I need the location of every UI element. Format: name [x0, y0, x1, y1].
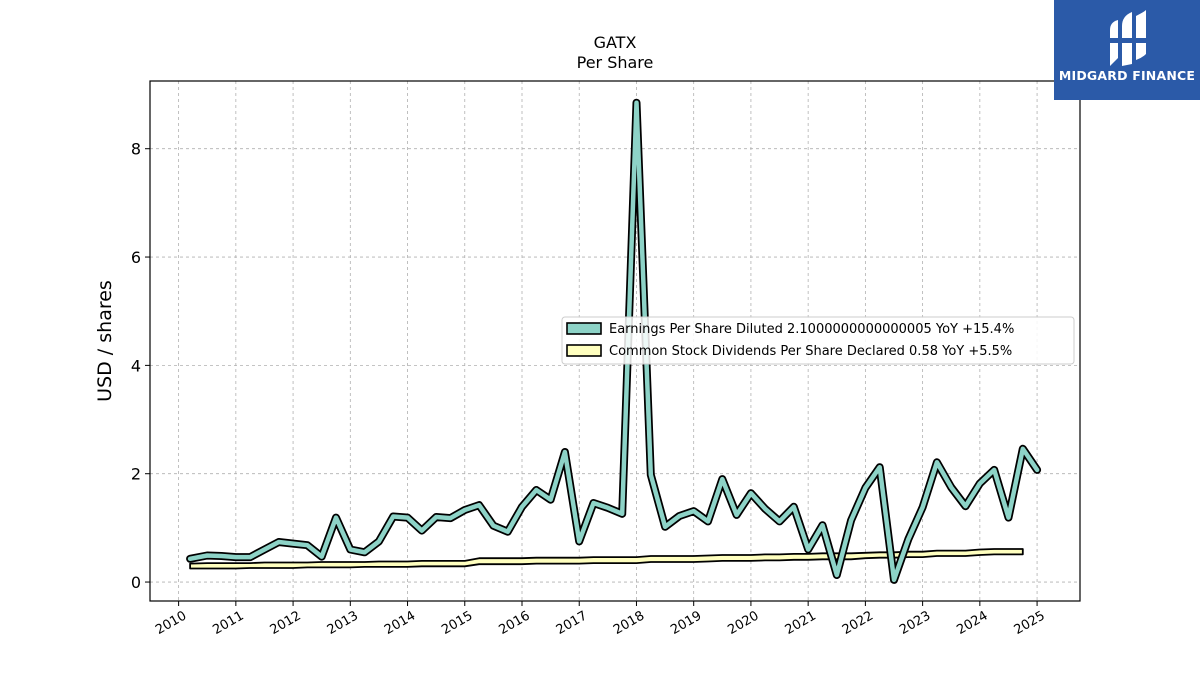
x-tick-label: 2014	[382, 608, 418, 638]
x-axis: 2010 2011 2012 2013 2014 2015 2016 2017 2018 2019…	[153, 601, 1048, 638]
midgard-finance-logo: MIDGARD FINANCE	[1054, 0, 1200, 100]
legend-label-eps: Earnings Per Share Diluted 2.10000000000…	[609, 322, 1014, 337]
x-tick-label: 2018	[611, 608, 647, 638]
x-tick-label: 2020	[725, 608, 761, 638]
y-axis-label: USD / shares	[94, 280, 116, 402]
y-tick-label: 6	[131, 248, 141, 267]
x-tick-label: 2021	[783, 608, 819, 638]
eps-series-line	[187, 100, 1040, 583]
legend-frame	[561, 316, 1075, 365]
legend-swatch-eps	[566, 322, 602, 335]
y-tick-label: 8	[131, 140, 141, 159]
x-tick-label: 2017	[554, 608, 590, 638]
y-tick-label: 2	[131, 465, 141, 484]
y-axis: 0 2 4 6 8	[131, 140, 150, 592]
x-tick-label: 2023	[897, 608, 933, 638]
x-tick-label: 2015	[439, 608, 475, 638]
x-tick-label: 2024	[954, 608, 990, 638]
chart-subtitle: Per Share	[577, 53, 654, 72]
legend-swatch-dividends	[566, 344, 602, 357]
series-layer	[186, 98, 1042, 584]
dividends-series-area	[189, 548, 1024, 570]
chart-title: GATX	[594, 33, 637, 52]
legend: Earnings Per Share Diluted 2.10000000000…	[561, 316, 1075, 365]
legend-label-dividends: Common Stock Dividends Per Share Declare…	[609, 344, 1012, 359]
x-tick-label: 2022	[840, 608, 876, 638]
x-tick-label: 2010	[153, 608, 189, 638]
x-tick-label: 2011	[210, 608, 246, 638]
logo-text: MIDGARD FINANCE	[1058, 68, 1196, 83]
plot-frame	[149, 80, 1081, 602]
logo-mark-icon	[1108, 10, 1148, 66]
y-tick-label: 0	[131, 573, 141, 592]
y-tick-label: 4	[131, 356, 141, 375]
x-tick-label: 2013	[325, 608, 361, 638]
x-tick-label: 2016	[497, 608, 533, 638]
x-tick-label: 2012	[268, 608, 304, 638]
x-tick-label: 2019	[668, 608, 704, 638]
x-tick-label: 2025	[1012, 608, 1048, 638]
